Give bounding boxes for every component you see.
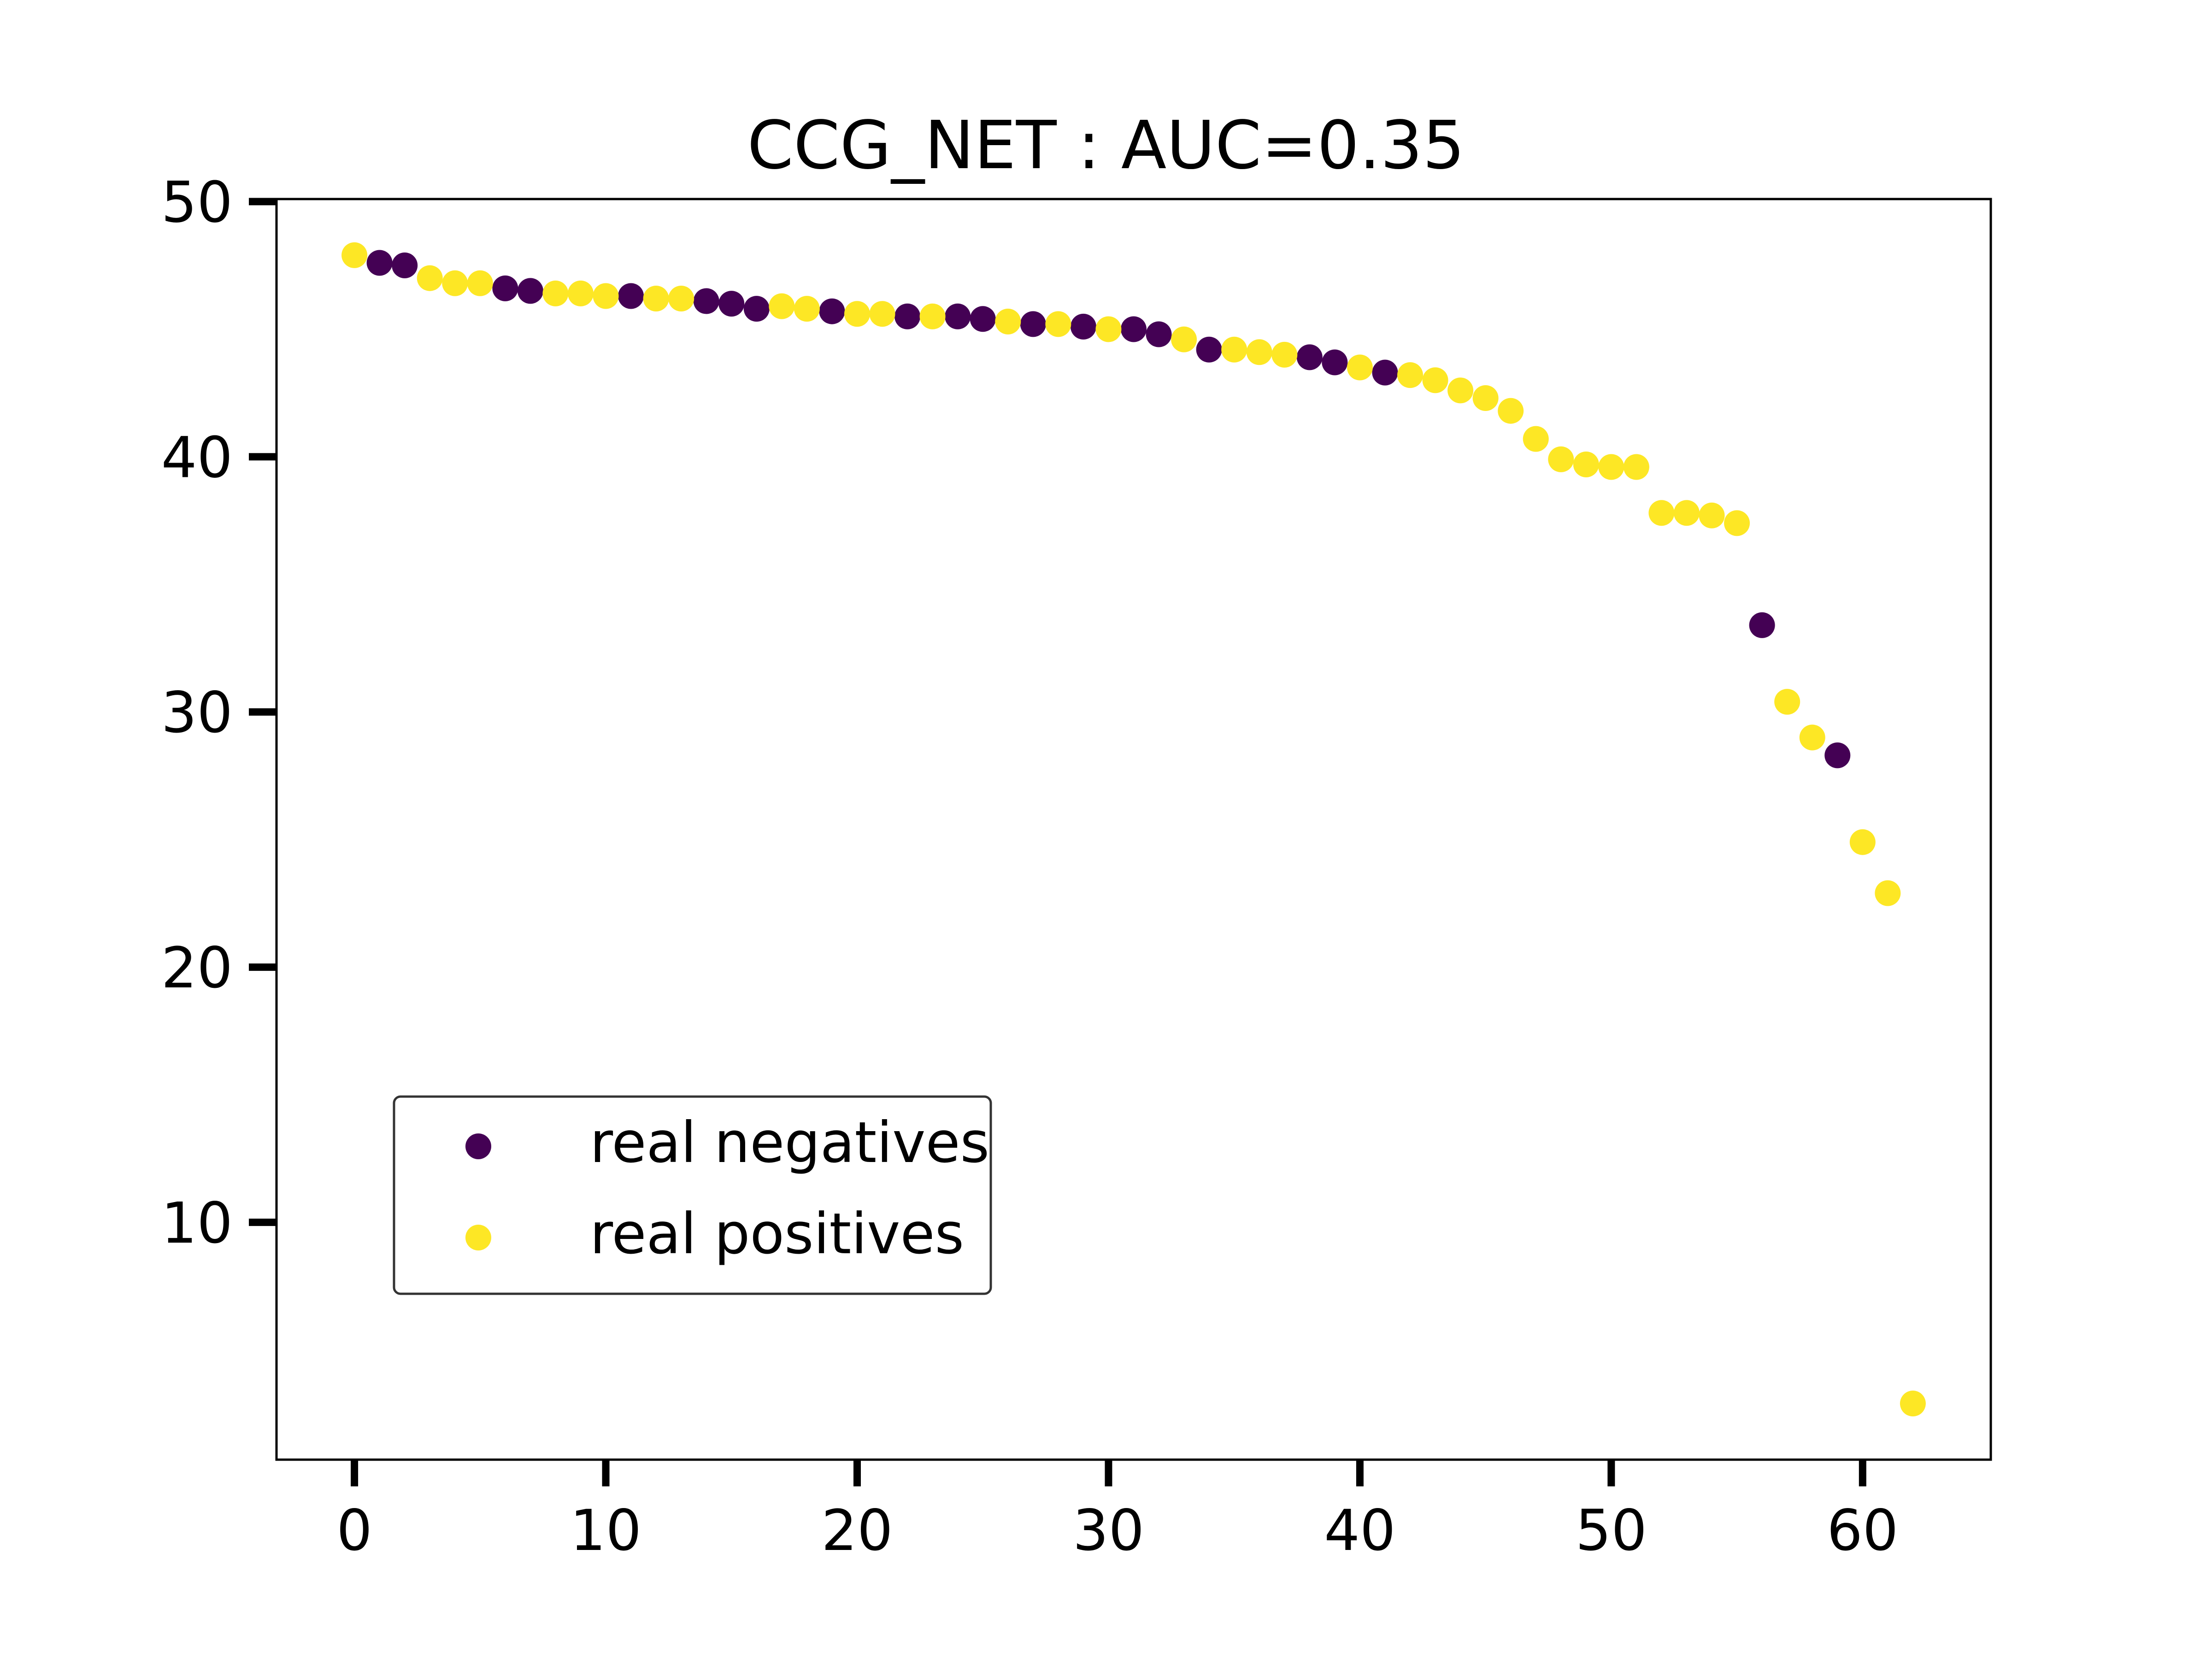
- x-tick-label: 10: [570, 1498, 641, 1563]
- data-point-real-positives: [1095, 316, 1122, 342]
- plot-area: [341, 242, 1926, 1417]
- data-point-real-positives: [1422, 367, 1448, 393]
- data-point-real-negatives: [618, 283, 644, 309]
- legend-marker-real-positives: [465, 1225, 491, 1250]
- data-point-real-negatives: [819, 298, 845, 324]
- data-point-real-negatives: [1196, 336, 1222, 363]
- data-point-real-positives: [1548, 446, 1574, 472]
- data-point-real-positives: [1598, 454, 1624, 480]
- x-tick-label: 60: [1827, 1498, 1898, 1563]
- data-point-real-positives: [1799, 724, 1825, 751]
- data-point-real-negatives: [1020, 311, 1046, 337]
- data-point-real-positives: [1397, 362, 1423, 388]
- y-axis: 10 20 30 40 50: [161, 170, 276, 1256]
- data-point-real-positives: [1523, 426, 1549, 452]
- data-point-real-negatives: [718, 291, 745, 317]
- data-point-real-negatives: [1146, 321, 1172, 347]
- y-tick-label: 30: [161, 680, 233, 745]
- data-point-real-positives: [1900, 1391, 1926, 1417]
- data-point-real-negatives: [1121, 316, 1147, 342]
- data-point-real-negatives: [1296, 344, 1323, 370]
- x-tick-label: 0: [336, 1498, 372, 1563]
- data-point-real-positives: [1724, 510, 1750, 536]
- data-point-real-positives: [995, 308, 1021, 335]
- y-tick-label: 20: [161, 935, 233, 1001]
- data-point-real-positives: [794, 296, 820, 322]
- data-point-real-negatives: [743, 296, 770, 322]
- data-point-real-negatives: [970, 306, 996, 332]
- data-point-real-negatives: [1070, 313, 1096, 340]
- data-point-real-positives: [1849, 829, 1876, 855]
- data-point-real-positives: [568, 280, 594, 306]
- chart-title: CCG_NET : AUC=0.35: [747, 106, 1465, 184]
- legend-marker-real-negatives: [465, 1133, 491, 1159]
- data-point-real-positives: [1623, 454, 1649, 480]
- data-point-real-positives: [869, 301, 895, 327]
- data-point-real-positives: [1498, 398, 1524, 424]
- data-point-real-positives: [643, 286, 669, 311]
- data-point-real-positives: [417, 265, 443, 291]
- y-tick-label: 50: [161, 170, 233, 235]
- data-point-real-positives: [919, 303, 946, 329]
- x-axis: 0 10 20 30 40 50 60: [336, 1460, 1898, 1563]
- data-point-real-negatives: [894, 303, 921, 329]
- data-point-real-negatives: [1322, 349, 1348, 376]
- data-point-real-positives: [542, 280, 569, 306]
- data-point-real-positives: [1674, 500, 1700, 526]
- x-tick-label: 50: [1576, 1498, 1647, 1563]
- data-point-real-negatives: [366, 250, 393, 276]
- data-point-real-positives: [1573, 452, 1599, 477]
- data-point-real-positives: [1447, 377, 1474, 404]
- plot-frame: [275, 198, 1992, 1461]
- y-tick-label: 40: [161, 425, 233, 490]
- data-point-real-negatives: [492, 275, 518, 301]
- data-point-real-negatives: [1824, 742, 1851, 769]
- data-point-real-negatives: [945, 303, 971, 329]
- data-point-real-negatives: [1749, 612, 1775, 638]
- data-point-real-positives: [1347, 354, 1373, 381]
- data-point-real-positives: [442, 270, 468, 296]
- data-point-real-positives: [668, 286, 694, 311]
- data-point-real-positives: [341, 242, 368, 268]
- data-point-real-positives: [1246, 339, 1272, 365]
- data-point-real-negatives: [392, 252, 418, 278]
- x-tick-label: 20: [821, 1498, 893, 1563]
- data-point-real-positives: [1648, 500, 1675, 526]
- x-tick-label: 40: [1324, 1498, 1395, 1563]
- data-point-real-positives: [769, 293, 795, 319]
- legend-label-real-positives: real positives: [590, 1201, 964, 1267]
- data-point-real-positives: [593, 283, 619, 309]
- data-point-real-positives: [1472, 385, 1499, 411]
- data-point-real-positives: [1875, 880, 1901, 906]
- x-tick-label: 30: [1073, 1498, 1144, 1563]
- data-point-real-positives: [1171, 326, 1197, 352]
- legend-box: [393, 1095, 992, 1295]
- data-point-real-positives: [1271, 341, 1298, 368]
- data-point-real-negatives: [1372, 359, 1398, 386]
- y-tick-label: 10: [161, 1191, 233, 1256]
- data-point-real-positives: [1699, 502, 1725, 528]
- data-point-real-positives: [1774, 689, 1800, 715]
- data-point-real-negatives: [517, 278, 543, 304]
- data-point-real-positives: [844, 301, 870, 327]
- data-point-real-positives: [467, 270, 493, 296]
- legend: real negatives real positives: [393, 1095, 992, 1295]
- data-point-real-positives: [1221, 336, 1247, 363]
- legend-label-real-negatives: real negatives: [590, 1110, 989, 1175]
- data-point-real-negatives: [693, 288, 719, 314]
- data-point-real-positives: [1045, 311, 1071, 337]
